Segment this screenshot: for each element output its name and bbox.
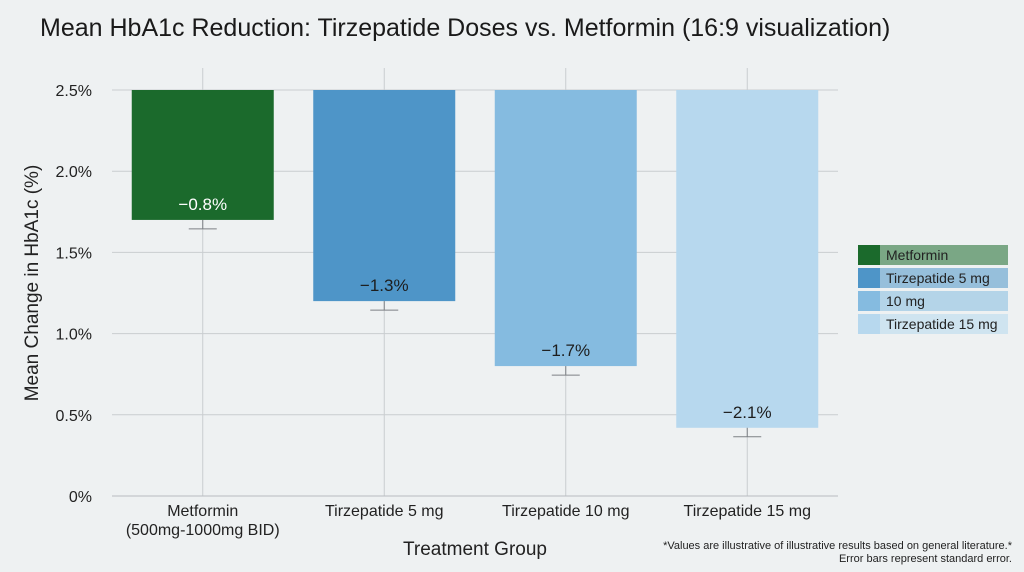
data-label: −0.8% [178, 195, 227, 214]
legend-band [880, 245, 1008, 265]
chart-title: Mean HbA1c Reduction: Tirzepatide Doses … [40, 14, 891, 42]
data-label: −1.3% [360, 276, 409, 295]
x-tick-label: (500mg-1000mg BID) [126, 522, 280, 539]
legend-label: Metformin [886, 247, 948, 263]
legend-swatch [858, 268, 880, 288]
x-tick-label: Metformin [167, 503, 238, 520]
bar [494, 90, 637, 367]
legend-band [880, 291, 1008, 311]
legend-label: Tirzepatide 15 mg [886, 316, 998, 332]
y-tick-label: 1.0% [56, 327, 92, 344]
footnote-line-2: Error bars represent standard error. [838, 553, 1012, 565]
y-tick-label: 0% [69, 489, 92, 506]
bar [131, 90, 274, 220]
legend-swatch [858, 314, 880, 334]
x-tick-label: Tirzepatide 10 mg [502, 503, 629, 520]
data-label: −2.1% [723, 403, 772, 422]
legend: Metformin Tirzepatide 5 mg 10 mg Tirzepatid… [858, 245, 1008, 334]
x-tick-label: Tirzepatide 5 mg [325, 503, 444, 520]
x-axis-ticks: Metformin (500mg-1000mg BID) Tirzepatide 5… [126, 503, 811, 539]
bar [313, 90, 456, 302]
x-axis-label: Treatment Group [403, 539, 547, 560]
y-axis-label: Mean Change in HbA1c (%) [22, 165, 43, 402]
legend-swatch [858, 245, 880, 265]
y-tick-label: 2.5% [56, 83, 92, 100]
legend-band [880, 268, 1008, 288]
y-tick-label: 2.0% [56, 164, 92, 181]
x-tick-label: Tirzepatide 15 mg [684, 503, 811, 520]
legend-swatch [858, 291, 880, 311]
y-axis-ticks: 0% 0.5% 1.0% 1.5% 2.0% 2.5% [56, 83, 92, 506]
data-label: −1.7% [541, 341, 590, 360]
bar [676, 90, 819, 428]
y-tick-label: 1.5% [56, 245, 92, 262]
legend-label: Tirzepatide 5 mg [886, 270, 990, 286]
legend-label: 10 mg [886, 293, 925, 309]
legend-band [880, 314, 1008, 334]
footnote: *Values are illustrative of illustrative… [663, 540, 1012, 566]
y-tick-label: 0.5% [56, 408, 92, 425]
bars: −0.8% −1.3% −1.7% −2.1% [131, 90, 819, 438]
footnote-line-1: *Values are illustrative of illustrative… [663, 540, 1012, 552]
